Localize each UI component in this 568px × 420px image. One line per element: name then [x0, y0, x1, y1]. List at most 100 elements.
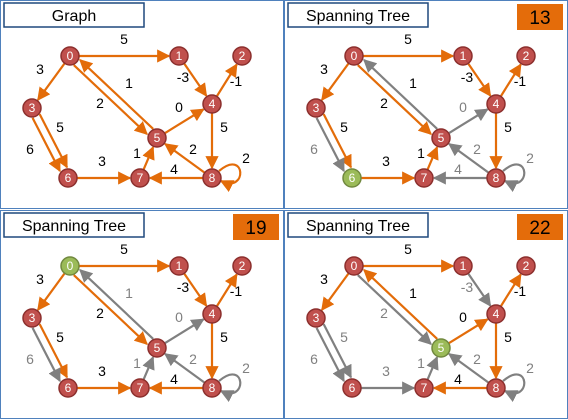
- edge-4-2: [499, 273, 522, 307]
- node-label: 1: [176, 49, 183, 63]
- edge-5-4: [164, 108, 205, 135]
- node-0: [60, 256, 80, 276]
- edge-8-8: [502, 373, 526, 403]
- edge-weight-label: 5: [504, 329, 512, 345]
- node-7: [130, 168, 150, 188]
- node-0: [344, 256, 364, 276]
- edge-weight-label: 1: [133, 355, 141, 371]
- node-0: [60, 46, 80, 66]
- weight-total: 22: [529, 218, 550, 239]
- panel-title-box: [3, 2, 145, 28]
- edge-weight-label: 2: [96, 95, 104, 111]
- node-label: 3: [29, 311, 36, 325]
- edge-weight-label: 5: [120, 31, 128, 47]
- panel-title: Spanning Tree: [306, 8, 410, 25]
- edge-0-5: [357, 64, 432, 135]
- node-label: 5: [154, 341, 161, 355]
- node-5: [147, 128, 167, 148]
- edge-weight-label: 2: [242, 150, 250, 166]
- edge-weight-label: 5: [404, 241, 412, 257]
- node-6: [342, 168, 362, 188]
- edge-weight-label: 4: [170, 371, 178, 387]
- node-label: 1: [176, 259, 183, 273]
- node-4: [202, 94, 222, 114]
- edge-weight-label: 3: [98, 153, 106, 169]
- node-3: [22, 308, 42, 328]
- node-1: [169, 46, 189, 66]
- edge-weight-label: 2: [189, 351, 197, 367]
- edge-0-5: [73, 64, 148, 135]
- weight-total: 13: [529, 8, 550, 29]
- node-3: [22, 98, 42, 118]
- node-6: [342, 378, 362, 398]
- edge-3-6b: [315, 117, 345, 173]
- edge-7-5: [426, 355, 439, 381]
- edge-7-5: [142, 355, 155, 381]
- node-label: 3: [313, 311, 320, 325]
- node-4: [486, 304, 506, 324]
- edge-1-4: [467, 62, 492, 97]
- edge-4-2: [215, 273, 238, 307]
- node-label: 2: [239, 259, 246, 273]
- node-2: [516, 46, 536, 66]
- node-3: [306, 98, 326, 118]
- node-label: 0: [67, 259, 74, 273]
- panel-title: Spanning Tree: [306, 218, 410, 235]
- node-label: 6: [65, 171, 72, 185]
- edge-4-2: [499, 63, 522, 97]
- edge-5-0: [79, 59, 154, 130]
- edge-weight-label: 6: [26, 351, 34, 367]
- edge-weight-label: -3: [177, 279, 190, 295]
- edge-1-4: [183, 272, 208, 307]
- edge-weight-label: 2: [526, 360, 534, 376]
- node-label: 2: [239, 49, 246, 63]
- edge-weight-label: 2: [96, 305, 104, 321]
- weight-total-badge: [517, 4, 563, 30]
- node-4: [486, 94, 506, 114]
- node-label: 2: [523, 49, 530, 63]
- edge-3-6b: [31, 327, 61, 383]
- node-1: [169, 256, 189, 276]
- panel-title: Graph: [52, 8, 96, 25]
- edge-weight-label: 1: [133, 145, 141, 161]
- edge-weight-label: -3: [461, 279, 474, 295]
- node-label: 5: [154, 131, 161, 145]
- node-8: [486, 378, 506, 398]
- node-6: [58, 378, 78, 398]
- edge-4-2: [215, 63, 238, 97]
- edge-weight-label: 0: [175, 309, 183, 325]
- edge-8-8: [502, 163, 526, 193]
- edge-weight-label: -1: [514, 283, 527, 299]
- edge-weight-label: 4: [454, 161, 462, 177]
- edge-weight-label: 0: [459, 309, 467, 325]
- edge-5-4: [448, 108, 489, 135]
- node-5: [431, 128, 451, 148]
- weight-total-badge: [233, 214, 279, 240]
- edge-weight-label: 4: [454, 371, 462, 387]
- edge-weight-label: 0: [459, 99, 467, 115]
- node-label: 0: [351, 259, 358, 273]
- edge-weight-label: 5: [404, 31, 412, 47]
- edge-weight-label: -1: [514, 73, 527, 89]
- edge-weight-label: 2: [380, 95, 388, 111]
- edge-weight-label: 5: [340, 329, 348, 345]
- node-1: [453, 46, 473, 66]
- node-label: 8: [493, 381, 500, 395]
- node-label: 4: [493, 307, 500, 321]
- edge-weight-label: 5: [504, 119, 512, 135]
- edge-5-0: [363, 269, 438, 340]
- edge-weight-label: -3: [177, 69, 190, 85]
- node-label: 0: [351, 49, 358, 63]
- edge-weight-label: 6: [26, 141, 34, 157]
- edge-weight-label: 3: [98, 363, 106, 379]
- node-8: [202, 378, 222, 398]
- node-label: 7: [421, 171, 428, 185]
- edge-weight-label: 4: [170, 161, 178, 177]
- edge-weight-label: 1: [409, 75, 417, 91]
- edge-5-0: [363, 59, 438, 130]
- node-label: 4: [493, 97, 500, 111]
- node-3: [306, 308, 326, 328]
- node-4: [202, 304, 222, 324]
- node-7: [414, 378, 434, 398]
